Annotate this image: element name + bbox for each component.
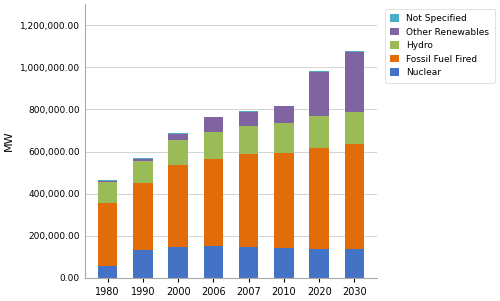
Bar [98, 203, 117, 266]
Bar [344, 51, 364, 111]
Bar [204, 132, 223, 159]
Bar [204, 117, 223, 132]
Bar [274, 106, 293, 123]
Bar [133, 158, 152, 159]
Bar [133, 161, 152, 183]
Bar [168, 247, 188, 278]
Bar [168, 165, 188, 247]
Bar [310, 71, 329, 72]
Bar [344, 250, 364, 278]
Bar [310, 72, 329, 116]
Bar [310, 116, 329, 148]
Bar [239, 247, 258, 278]
Bar [133, 250, 152, 278]
Bar [133, 183, 152, 250]
Bar [239, 154, 258, 247]
Bar [239, 111, 258, 112]
Bar [310, 148, 329, 250]
Bar [239, 112, 258, 126]
Bar [344, 144, 364, 250]
Bar [98, 182, 117, 203]
Bar [98, 266, 117, 278]
Bar [204, 116, 223, 117]
Bar [274, 153, 293, 248]
Bar [168, 140, 188, 165]
Bar [310, 250, 329, 278]
Y-axis label: MW: MW [4, 131, 14, 151]
Bar [168, 134, 188, 140]
Bar [98, 180, 117, 181]
Bar [239, 126, 258, 154]
Bar [274, 248, 293, 278]
Legend: Not Specified, Other Renewables, Hydro, Fossil Fuel Fired, Nuclear: Not Specified, Other Renewables, Hydro, … [385, 9, 495, 82]
Bar [98, 181, 117, 182]
Bar [133, 159, 152, 161]
Bar [168, 133, 188, 134]
Bar [274, 123, 293, 153]
Bar [204, 159, 223, 246]
Bar [344, 111, 364, 144]
Bar [204, 246, 223, 278]
